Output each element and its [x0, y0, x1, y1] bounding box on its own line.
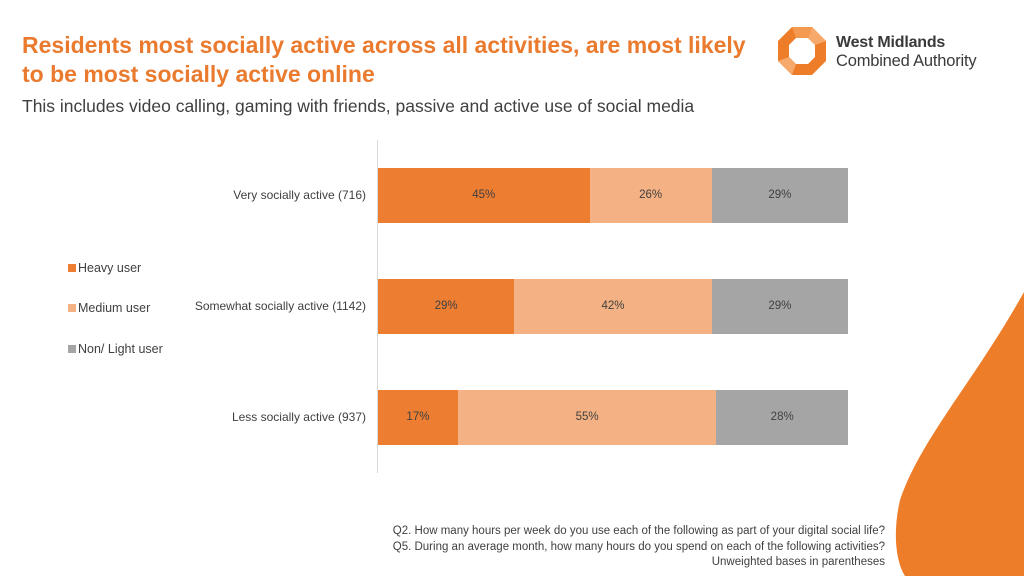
- logo-line1: West Midlands: [836, 34, 946, 51]
- data-label: 45%: [472, 189, 496, 201]
- bar-segment: [711, 168, 848, 223]
- bar-segment: [589, 168, 712, 223]
- data-label: 29%: [768, 189, 792, 201]
- category-label: Less socially active (937): [231, 410, 366, 424]
- legend-item: Non/ Light user: [68, 342, 163, 356]
- chart-axis-line: [377, 140, 378, 473]
- bar-segment: [378, 168, 590, 223]
- category-label: Very socially active (716): [233, 188, 366, 202]
- data-label: 28%: [770, 411, 794, 423]
- page-subtitle: This includes video calling, gaming with…: [22, 96, 695, 116]
- bar-segment: [514, 279, 712, 334]
- legend-item: Heavy user: [68, 261, 141, 275]
- bar-segment: [711, 279, 848, 334]
- data-label: 29%: [768, 300, 792, 312]
- data-label: 29%: [434, 300, 458, 312]
- category-label: Somewhat socially active (1142): [194, 299, 366, 313]
- legend-label: Medium user: [78, 301, 151, 315]
- legend-label: Non/ Light user: [78, 342, 163, 356]
- bar-segment: [716, 390, 848, 445]
- data-label: 55%: [575, 411, 599, 423]
- legend-item: Medium user: [68, 301, 150, 315]
- footnote: Q2. How many hours per week do you use e…: [393, 524, 885, 571]
- footnote-line2: Q5. During an average month, how many ho…: [392, 540, 885, 553]
- data-label: 42%: [601, 300, 625, 312]
- bar-segment: [457, 390, 717, 445]
- footnote-line1: Q2. How many hours per week do you use e…: [392, 525, 885, 537]
- footnote-line3: Unweighted bases in parentheses: [711, 556, 885, 568]
- legend-swatch: [68, 264, 76, 272]
- legend-swatch: [68, 304, 76, 312]
- bar-segment: [378, 390, 458, 445]
- data-label: 17%: [406, 411, 430, 423]
- legend-label: Heavy user: [78, 261, 142, 275]
- octagon-ring-icon: [778, 27, 826, 75]
- data-label: 26%: [639, 189, 663, 201]
- logo-line2: Combined Authority: [836, 52, 977, 70]
- legend-swatch: [68, 345, 76, 353]
- page-title: Residents most socially active across al…: [22, 32, 746, 87]
- bar-segment: [378, 279, 515, 334]
- wmca-logo: West Midlands Combined Authority: [777, 26, 1007, 80]
